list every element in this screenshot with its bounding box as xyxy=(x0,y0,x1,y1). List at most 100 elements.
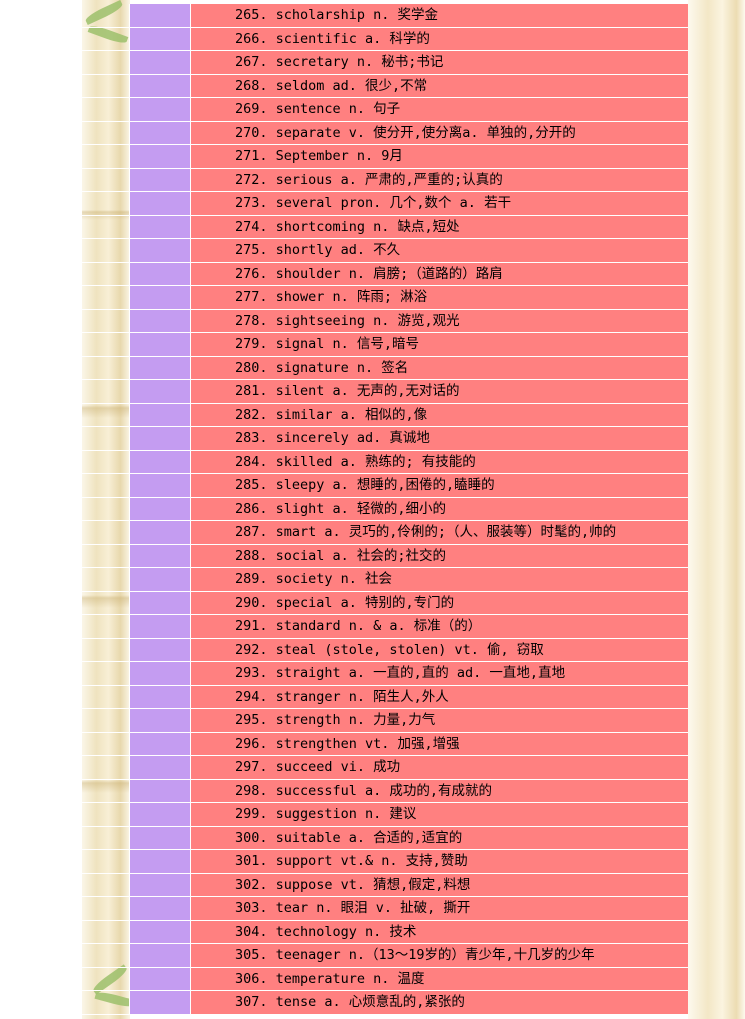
table-row: 269. sentence n. 句子 xyxy=(82,98,688,122)
index-cell xyxy=(130,568,191,591)
word-entry: 292. steal (stole, stolen) vt. 偷, 窃取 xyxy=(191,638,688,661)
decor-cell xyxy=(82,873,130,896)
word-entry: 281. silent a. 无声的,无对话的 xyxy=(191,380,688,403)
table-row: 280. signature n. 签名 xyxy=(82,356,688,380)
table-row: 299. suggestion n. 建议 xyxy=(82,803,688,827)
index-cell xyxy=(130,98,191,121)
table-row: 291. standard n. & a. 标准（的） xyxy=(82,615,688,639)
decor-cell xyxy=(82,286,130,309)
table-row: 279. signal n. 信号,暗号 xyxy=(82,333,688,357)
index-cell xyxy=(130,967,191,990)
table-row: 272. serious a. 严肃的,严重的;认真的 xyxy=(82,168,688,192)
decor-cell xyxy=(82,944,130,967)
index-cell xyxy=(130,991,191,1014)
decor-cell xyxy=(82,168,130,191)
word-entry: 273. several pron. 几个,数个 a. 若干 xyxy=(191,192,688,215)
decor-cell xyxy=(82,145,130,168)
decor-cell xyxy=(82,991,130,1014)
table-row: 292. steal (stole, stolen) vt. 偷, 窃取 xyxy=(82,638,688,662)
decor-cell xyxy=(82,779,130,802)
table-row: 298. successful a. 成功的,有成就的 xyxy=(82,779,688,803)
word-entry: 268. seldom ad. 很少,不常 xyxy=(191,74,688,97)
word-entry: 274. shortcoming n. 缺点,短处 xyxy=(191,215,688,238)
decor-cell xyxy=(82,897,130,920)
index-cell xyxy=(130,615,191,638)
decor-cell xyxy=(82,497,130,520)
index-cell xyxy=(130,497,191,520)
table-row: 295. strength n. 力量,力气 xyxy=(82,709,688,733)
table-row: 282. similar a. 相似的,像 xyxy=(82,403,688,427)
table-row: 304. technology n. 技术 xyxy=(82,920,688,944)
decor-cell xyxy=(82,826,130,849)
word-entry: 295. strength n. 力量,力气 xyxy=(191,709,688,732)
index-cell xyxy=(130,309,191,332)
decor-cell xyxy=(82,662,130,685)
index-cell xyxy=(130,544,191,567)
word-entry: 298. successful a. 成功的,有成就的 xyxy=(191,779,688,802)
index-cell xyxy=(130,709,191,732)
table-row: 286. slight a. 轻微的,细小的 xyxy=(82,497,688,521)
table-row: 267. secretary n. 秘书;书记 xyxy=(82,51,688,75)
decor-cell xyxy=(82,756,130,779)
index-cell xyxy=(130,121,191,144)
word-entry: 277. shower n. 阵雨; 淋浴 xyxy=(191,286,688,309)
decor-cell xyxy=(82,309,130,332)
table-row: 296. strengthen vt. 加强,增强 xyxy=(82,732,688,756)
decor-cell xyxy=(82,74,130,97)
index-cell xyxy=(130,474,191,497)
decor-cell xyxy=(82,380,130,403)
table-row: 285. sleepy a. 想睡的,困倦的,瞌睡的 xyxy=(82,474,688,498)
table-row: 275. shortly ad. 不久 xyxy=(82,239,688,263)
decor-cell xyxy=(82,544,130,567)
word-entry: 267. secretary n. 秘书;书记 xyxy=(191,51,688,74)
index-cell xyxy=(130,873,191,896)
word-entry: 287. smart a. 灵巧的,伶俐的;（人、服装等）时髦的,帅的 xyxy=(191,521,688,544)
decor-cell xyxy=(82,967,130,990)
table-row: 265. scholarship n. 奖学金 xyxy=(82,4,688,28)
index-cell xyxy=(130,403,191,426)
index-cell xyxy=(130,262,191,285)
table-row: 307. tense a. 心烦意乱的,紧张的 xyxy=(82,991,688,1015)
index-cell xyxy=(130,145,191,168)
table-row: 294. stranger n. 陌生人,外人 xyxy=(82,685,688,709)
word-entry: 275. shortly ad. 不久 xyxy=(191,239,688,262)
word-entry: 293. straight a. 一直的,直的 ad. 一直地,直地 xyxy=(191,662,688,685)
index-cell xyxy=(130,826,191,849)
decor-cell xyxy=(82,333,130,356)
decor-cell xyxy=(82,98,130,121)
index-cell xyxy=(130,27,191,50)
table-row: 283. sincerely ad. 真诚地 xyxy=(82,427,688,451)
index-cell xyxy=(130,74,191,97)
table-row: 284. skilled a. 熟练的; 有技能的 xyxy=(82,450,688,474)
index-cell xyxy=(130,380,191,403)
index-cell xyxy=(130,215,191,238)
word-entry: 286. slight a. 轻微的,细小的 xyxy=(191,497,688,520)
table-row: 302. suppose vt. 猜想,假定,料想 xyxy=(82,873,688,897)
word-entry: 282. similar a. 相似的,像 xyxy=(191,403,688,426)
index-cell xyxy=(130,239,191,262)
index-cell xyxy=(130,521,191,544)
word-entry: 266. scientific a. 科学的 xyxy=(191,27,688,50)
index-cell xyxy=(130,192,191,215)
index-cell xyxy=(130,897,191,920)
decor-cell xyxy=(82,568,130,591)
word-entry: 297. succeed vi. 成功 xyxy=(191,756,688,779)
decor-cell xyxy=(82,4,130,27)
word-entry: 302. suppose vt. 猜想,假定,料想 xyxy=(191,873,688,896)
index-cell xyxy=(130,944,191,967)
decor-cell xyxy=(82,803,130,826)
index-cell xyxy=(130,685,191,708)
table-row: 288. social a. 社会的;社交的 xyxy=(82,544,688,568)
index-cell xyxy=(130,920,191,943)
word-entry: 303. tear n. 眼泪 v. 扯破, 撕开 xyxy=(191,897,688,920)
table-row: 277. shower n. 阵雨; 淋浴 xyxy=(82,286,688,310)
decor-cell xyxy=(82,51,130,74)
decor-cell xyxy=(82,709,130,732)
index-cell xyxy=(130,4,191,27)
decor-cell xyxy=(82,121,130,144)
table-row: 301. support vt.& n. 支持,赞助 xyxy=(82,850,688,874)
decor-cell xyxy=(82,615,130,638)
index-cell xyxy=(130,779,191,802)
decor-cell xyxy=(82,685,130,708)
